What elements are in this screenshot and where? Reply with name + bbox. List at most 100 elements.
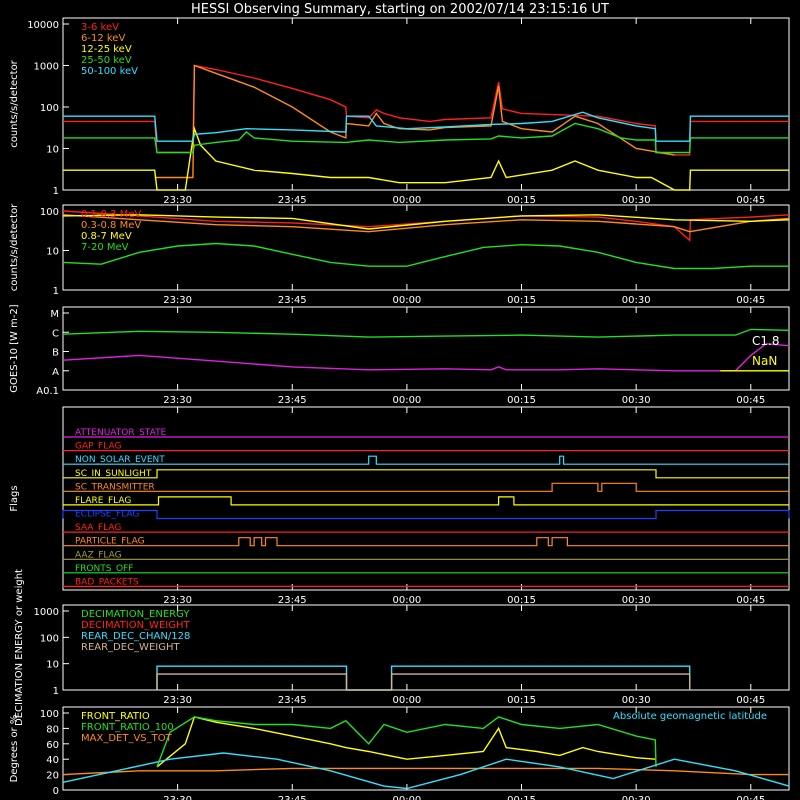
x-tick-label: 23:45 — [278, 595, 307, 606]
x-tick-label: 00:00 — [392, 195, 421, 206]
flag-label: SC_IN_SUNLIGHT — [75, 469, 152, 479]
x-tick-label: 00:45 — [736, 595, 765, 606]
y-tick-label: 60 — [46, 740, 59, 751]
series-line-0-8-7-mev — [62, 214, 790, 230]
y-axis-label: Degrees or % — [9, 715, 20, 783]
y-axis-label: DECIMATION ENERGY or weight — [14, 569, 25, 726]
figure-title: HESSI Observing Summary, starting on 200… — [191, 2, 609, 17]
x-tick-label: 00:30 — [622, 295, 651, 306]
x-tick-label: 23:45 — [278, 295, 307, 306]
y-tick-label: B — [52, 348, 59, 359]
y-tick-label: 40 — [46, 755, 59, 766]
annotation: C1.8 — [752, 334, 779, 348]
series-line-front-ratio — [156, 716, 656, 768]
x-tick-label: 23:30 — [163, 795, 192, 800]
flag-line — [63, 469, 789, 479]
legend-entry: 0.8-7 MeV — [81, 231, 132, 242]
panel-frame — [62, 406, 790, 591]
panels: 23:30 23:45 00:00 00:15 00:30 00:45 counts/s/d… — [9, 17, 790, 800]
x-tick-label: 00:15 — [507, 395, 536, 406]
panel-6: 23:30 23:45 00:00 00:15 00:30 00:45 Degrees or… — [9, 706, 790, 800]
legend-entry: 0.1-0.3 MeV — [81, 209, 141, 220]
y-tick-label: 1000 — [34, 607, 59, 618]
series-line-25-50-kev — [63, 122, 789, 154]
legend-entry: 25-50 keV — [81, 55, 132, 66]
panel-1: 23:30 23:45 00:00 00:15 00:30 00:45 counts/s/d… — [9, 17, 790, 206]
series-line-7-20-mev — [62, 242, 789, 270]
flag-label: NON_SOLAR_EVENT — [75, 455, 165, 465]
y-tick-label: 100 — [40, 103, 59, 114]
legend-entry: DECIMATION_WEIGHT — [81, 620, 190, 631]
legend-entry: 6-12 keV — [81, 33, 125, 44]
annotation: NaN — [752, 354, 777, 368]
panel-frame — [62, 306, 790, 391]
x-tick-label: 23:30 — [163, 395, 192, 406]
flag-label: AAZ_FLAG — [75, 550, 122, 560]
y-axis-label: counts/s/detector — [9, 59, 20, 147]
legend-entry: FRONT_RATIO_100 — [81, 722, 174, 733]
y-tick-label: 1000 — [34, 62, 59, 73]
x-tick-label: 23:45 — [278, 395, 307, 406]
x-tick-label: 00:45 — [736, 695, 765, 706]
flag-label: FLARE_FLAG — [75, 496, 131, 506]
y-tick-label: 80 — [46, 724, 59, 735]
y-tick-label: 100 — [40, 207, 59, 218]
flag-label: SAA_FLAG — [75, 523, 121, 533]
flag-line — [62, 509, 790, 520]
x-tick-label: 00:15 — [507, 295, 536, 306]
x-tick-label: 23:45 — [278, 195, 307, 206]
flag-line — [63, 482, 789, 492]
x-tick-label: 00:15 — [507, 695, 536, 706]
flag-label: ECLIPSE_FLAG — [75, 510, 139, 520]
legend-entry: 12-25 keV — [81, 44, 132, 55]
y-tick-label: A0.1 — [36, 386, 59, 397]
x-tick-label: 23:30 — [163, 595, 192, 606]
series-line-rear-dec-weight — [156, 673, 691, 691]
x-tick-label: 00:45 — [736, 195, 765, 206]
x-tick-label: 00:30 — [622, 795, 651, 800]
x-tick-label: 23:30 — [163, 195, 192, 206]
y-tick-label: 100 — [40, 709, 59, 720]
series-line-50-100-kev — [63, 111, 789, 142]
y-tick-label: 1 — [53, 186, 59, 197]
y-tick-label: M — [50, 309, 59, 320]
legend-entry: DECIMATION_ENERGY — [81, 609, 190, 620]
flag-label: BAD_PACKETS — [75, 577, 139, 587]
legend-entry: 7-20 MeV — [81, 242, 129, 253]
x-tick-label: 00:00 — [392, 695, 421, 706]
series-line-6-12-kev — [154, 64, 675, 179]
x-tick-label: 00:30 — [622, 695, 651, 706]
flag-line — [63, 537, 789, 547]
flag-label: FRONTS_OFF — [75, 564, 133, 574]
x-tick-label: 23:30 — [163, 295, 192, 306]
legend-entry: 50-100 keV — [81, 66, 138, 77]
series-line-0-3-0-8-mev — [62, 214, 790, 233]
y-axis-label: GOES-10 [W m-2] — [9, 304, 20, 392]
y-tick-label: 100 — [40, 633, 59, 644]
series-line-0-1-0-3-mev — [62, 210, 790, 242]
legend-entry: REAR_DEC_WEIGHT — [81, 642, 180, 653]
x-tick-label: 00:15 — [507, 795, 536, 800]
x-tick-label: 00:30 — [622, 395, 651, 406]
flag-label: ATTENUATOR_STATE — [75, 428, 167, 438]
legend-entry: FRONT_RATIO — [81, 711, 150, 722]
panel-3: 23:30 23:45 00:00 00:15 00:30 00:45 GOES-10 [W… — [9, 304, 790, 406]
series-line-max-det-vs-tot — [62, 767, 789, 776]
panel-frame — [62, 706, 790, 791]
x-tick-label: 00:00 — [392, 595, 421, 606]
x-tick-label: 23:45 — [278, 695, 307, 706]
series-line-unnamed-3 — [62, 752, 790, 790]
panel-4: 23:30 23:45 00:00 00:15 00:30 00:45 Flags ATTEN… — [9, 406, 790, 606]
y-tick-label: 0 — [53, 786, 59, 797]
panel-frame — [62, 204, 790, 291]
x-tick-label: 00:00 — [392, 795, 421, 800]
flag-label: GAP_FLAG — [75, 442, 121, 452]
x-tick-label: 00:00 — [392, 395, 421, 406]
flag-line — [63, 455, 789, 465]
x-tick-label: 23:45 — [278, 795, 307, 800]
x-tick-label: 00:45 — [736, 795, 765, 800]
y-tick-label: 10000 — [27, 20, 59, 31]
flag-label: SC_TRANSMITTER — [75, 482, 155, 492]
y-tick-label: A — [52, 367, 59, 378]
